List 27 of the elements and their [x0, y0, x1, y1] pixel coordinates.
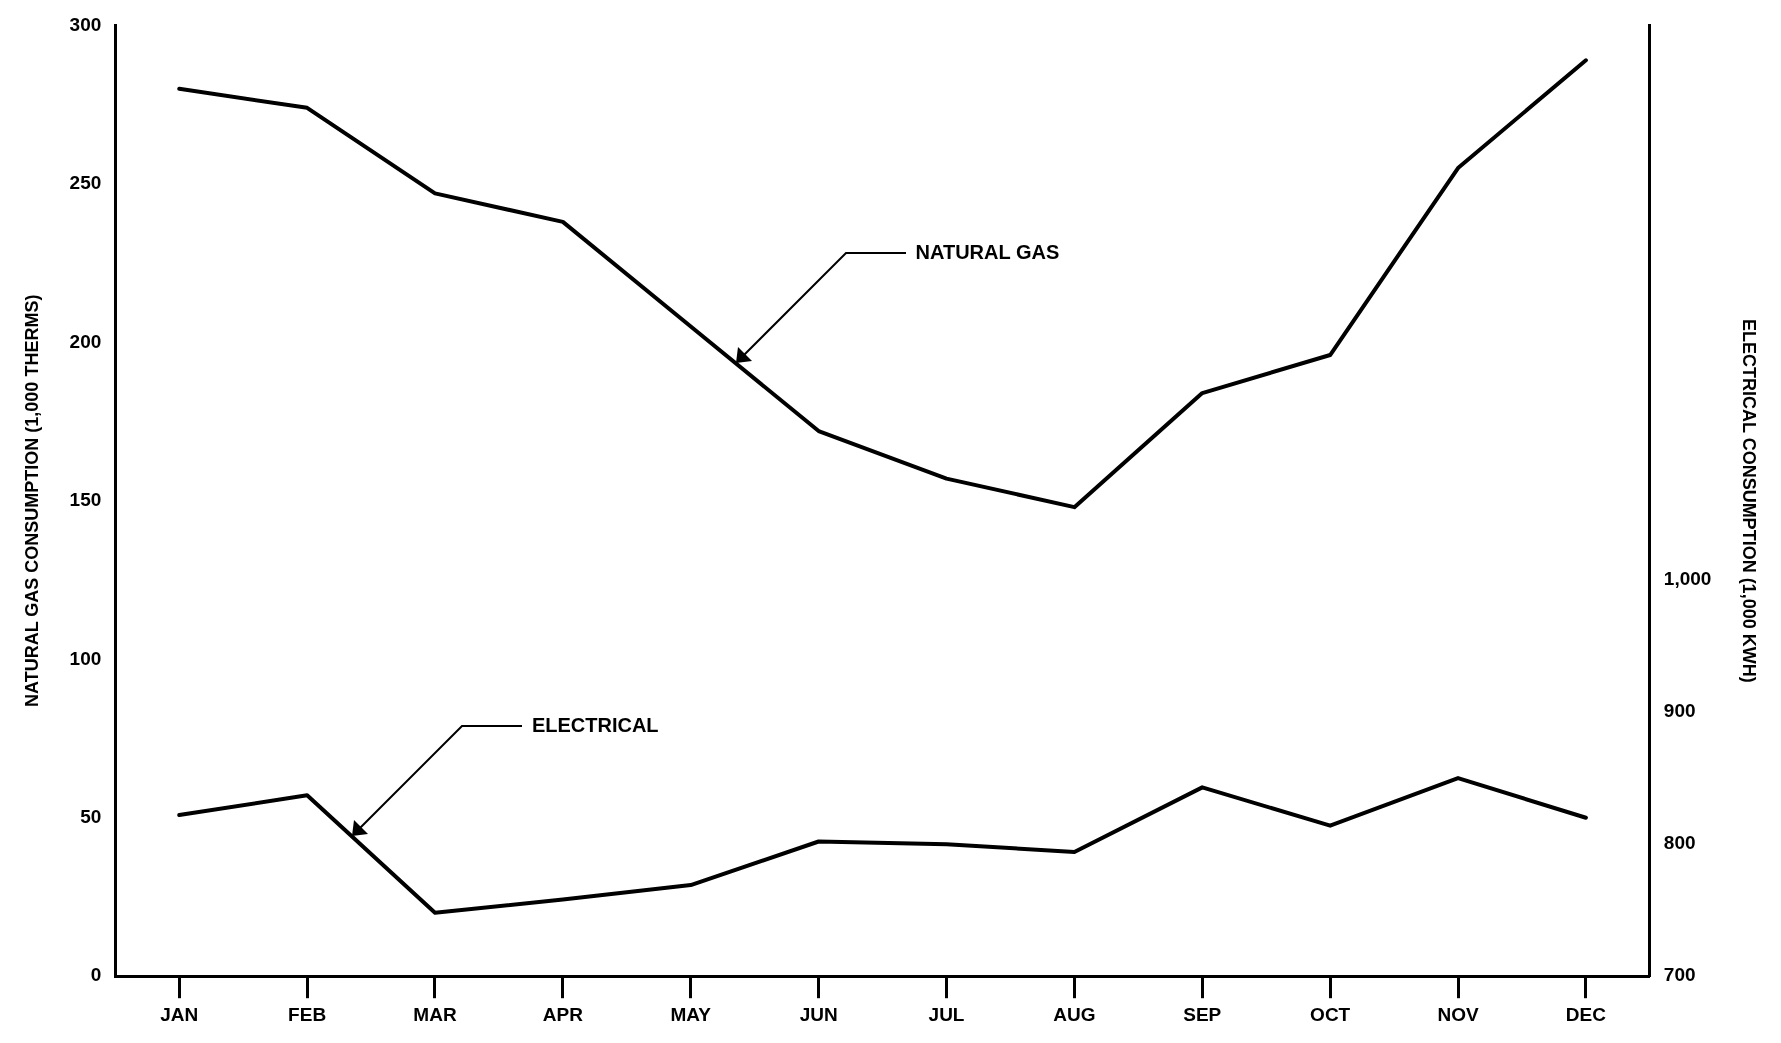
x-tick-label: AUG	[1053, 1003, 1096, 1025]
x-tick-label: APR	[542, 1003, 584, 1025]
x-tick-label: JAN	[160, 1003, 199, 1025]
y-tick-label: 100	[69, 647, 102, 669]
y2-tick-label: 900	[1663, 700, 1696, 722]
y2-tick-label: 800	[1663, 832, 1696, 854]
x-tick-label: FEB	[288, 1003, 327, 1025]
annotation: ELECTRICAL	[531, 713, 659, 736]
x-tick-label: NOV	[1437, 1003, 1479, 1025]
y2-axis-title: ELECTRICAL CONSUMPTION (1,000 KWH)	[1739, 318, 1760, 683]
annotation: NATURAL GAS	[915, 240, 1060, 263]
x-tick-label: SEP	[1183, 1003, 1222, 1025]
y-axis-title: NATURAL GAS CONSUMPTION (1,000 THERMS)	[21, 294, 42, 707]
y-tick-label: 50	[80, 805, 102, 827]
y2-tick-label: 1,000	[1663, 568, 1712, 590]
x-tick-label: JUN	[799, 1003, 838, 1025]
y-tick-label: 0	[90, 964, 102, 986]
x-tick-label: OCT	[1310, 1003, 1351, 1025]
x-tick-label: MAR	[413, 1003, 457, 1025]
y-tick-label: 200	[69, 330, 102, 352]
y-tick-label: 150	[69, 489, 102, 511]
y-tick-label: 250	[69, 172, 102, 194]
x-tick-label: MAY	[670, 1003, 712, 1025]
x-tick-label: DEC	[1565, 1003, 1607, 1025]
y2-tick-label: 700	[1663, 964, 1696, 986]
y-tick-label: 300	[69, 13, 102, 35]
x-tick-label: JUL	[928, 1003, 965, 1025]
